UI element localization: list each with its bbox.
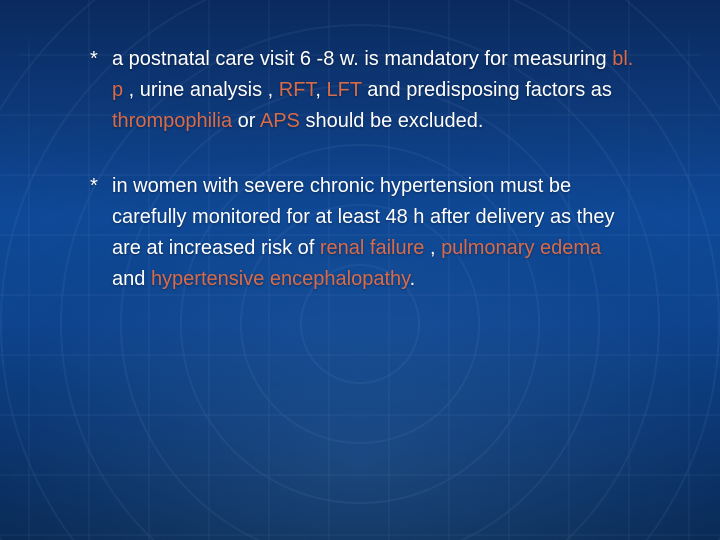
body-text: and bbox=[112, 268, 151, 290]
highlight-text: LFT bbox=[327, 79, 362, 101]
body-text: or bbox=[232, 110, 260, 132]
body-text: , bbox=[424, 237, 441, 259]
body-text: . bbox=[410, 268, 416, 290]
body-text: and predisposing factors as bbox=[362, 79, 612, 101]
bullet-item: *in women with severe chronic hypertensi… bbox=[90, 171, 640, 295]
highlight-text: APS bbox=[260, 110, 300, 132]
highlight-text: thrompophilia bbox=[112, 110, 232, 132]
highlight-text: pulmonary edema bbox=[441, 237, 601, 259]
bullet-text: a postnatal care visit 6 -8 w. is mandat… bbox=[112, 44, 640, 137]
body-text: should be excluded. bbox=[300, 110, 483, 132]
body-text: a postnatal care visit 6 -8 w. is mandat… bbox=[112, 48, 612, 70]
bullet-marker: * bbox=[90, 44, 108, 137]
bullet-text: in women with severe chronic hypertensio… bbox=[112, 171, 640, 295]
bullet-marker: * bbox=[90, 171, 108, 295]
bullet-list: *a postnatal care visit 6 -8 w. is manda… bbox=[90, 44, 640, 295]
highlight-text: renal failure bbox=[320, 237, 425, 259]
slide-body: *a postnatal care visit 6 -8 w. is manda… bbox=[0, 0, 720, 540]
body-text: , bbox=[315, 79, 326, 101]
bullet-item: *a postnatal care visit 6 -8 w. is manda… bbox=[90, 44, 640, 137]
body-text: , urine analysis , bbox=[123, 79, 279, 101]
highlight-text: RFT bbox=[279, 79, 316, 101]
highlight-text: hypertensive encephalopathy bbox=[151, 268, 410, 290]
